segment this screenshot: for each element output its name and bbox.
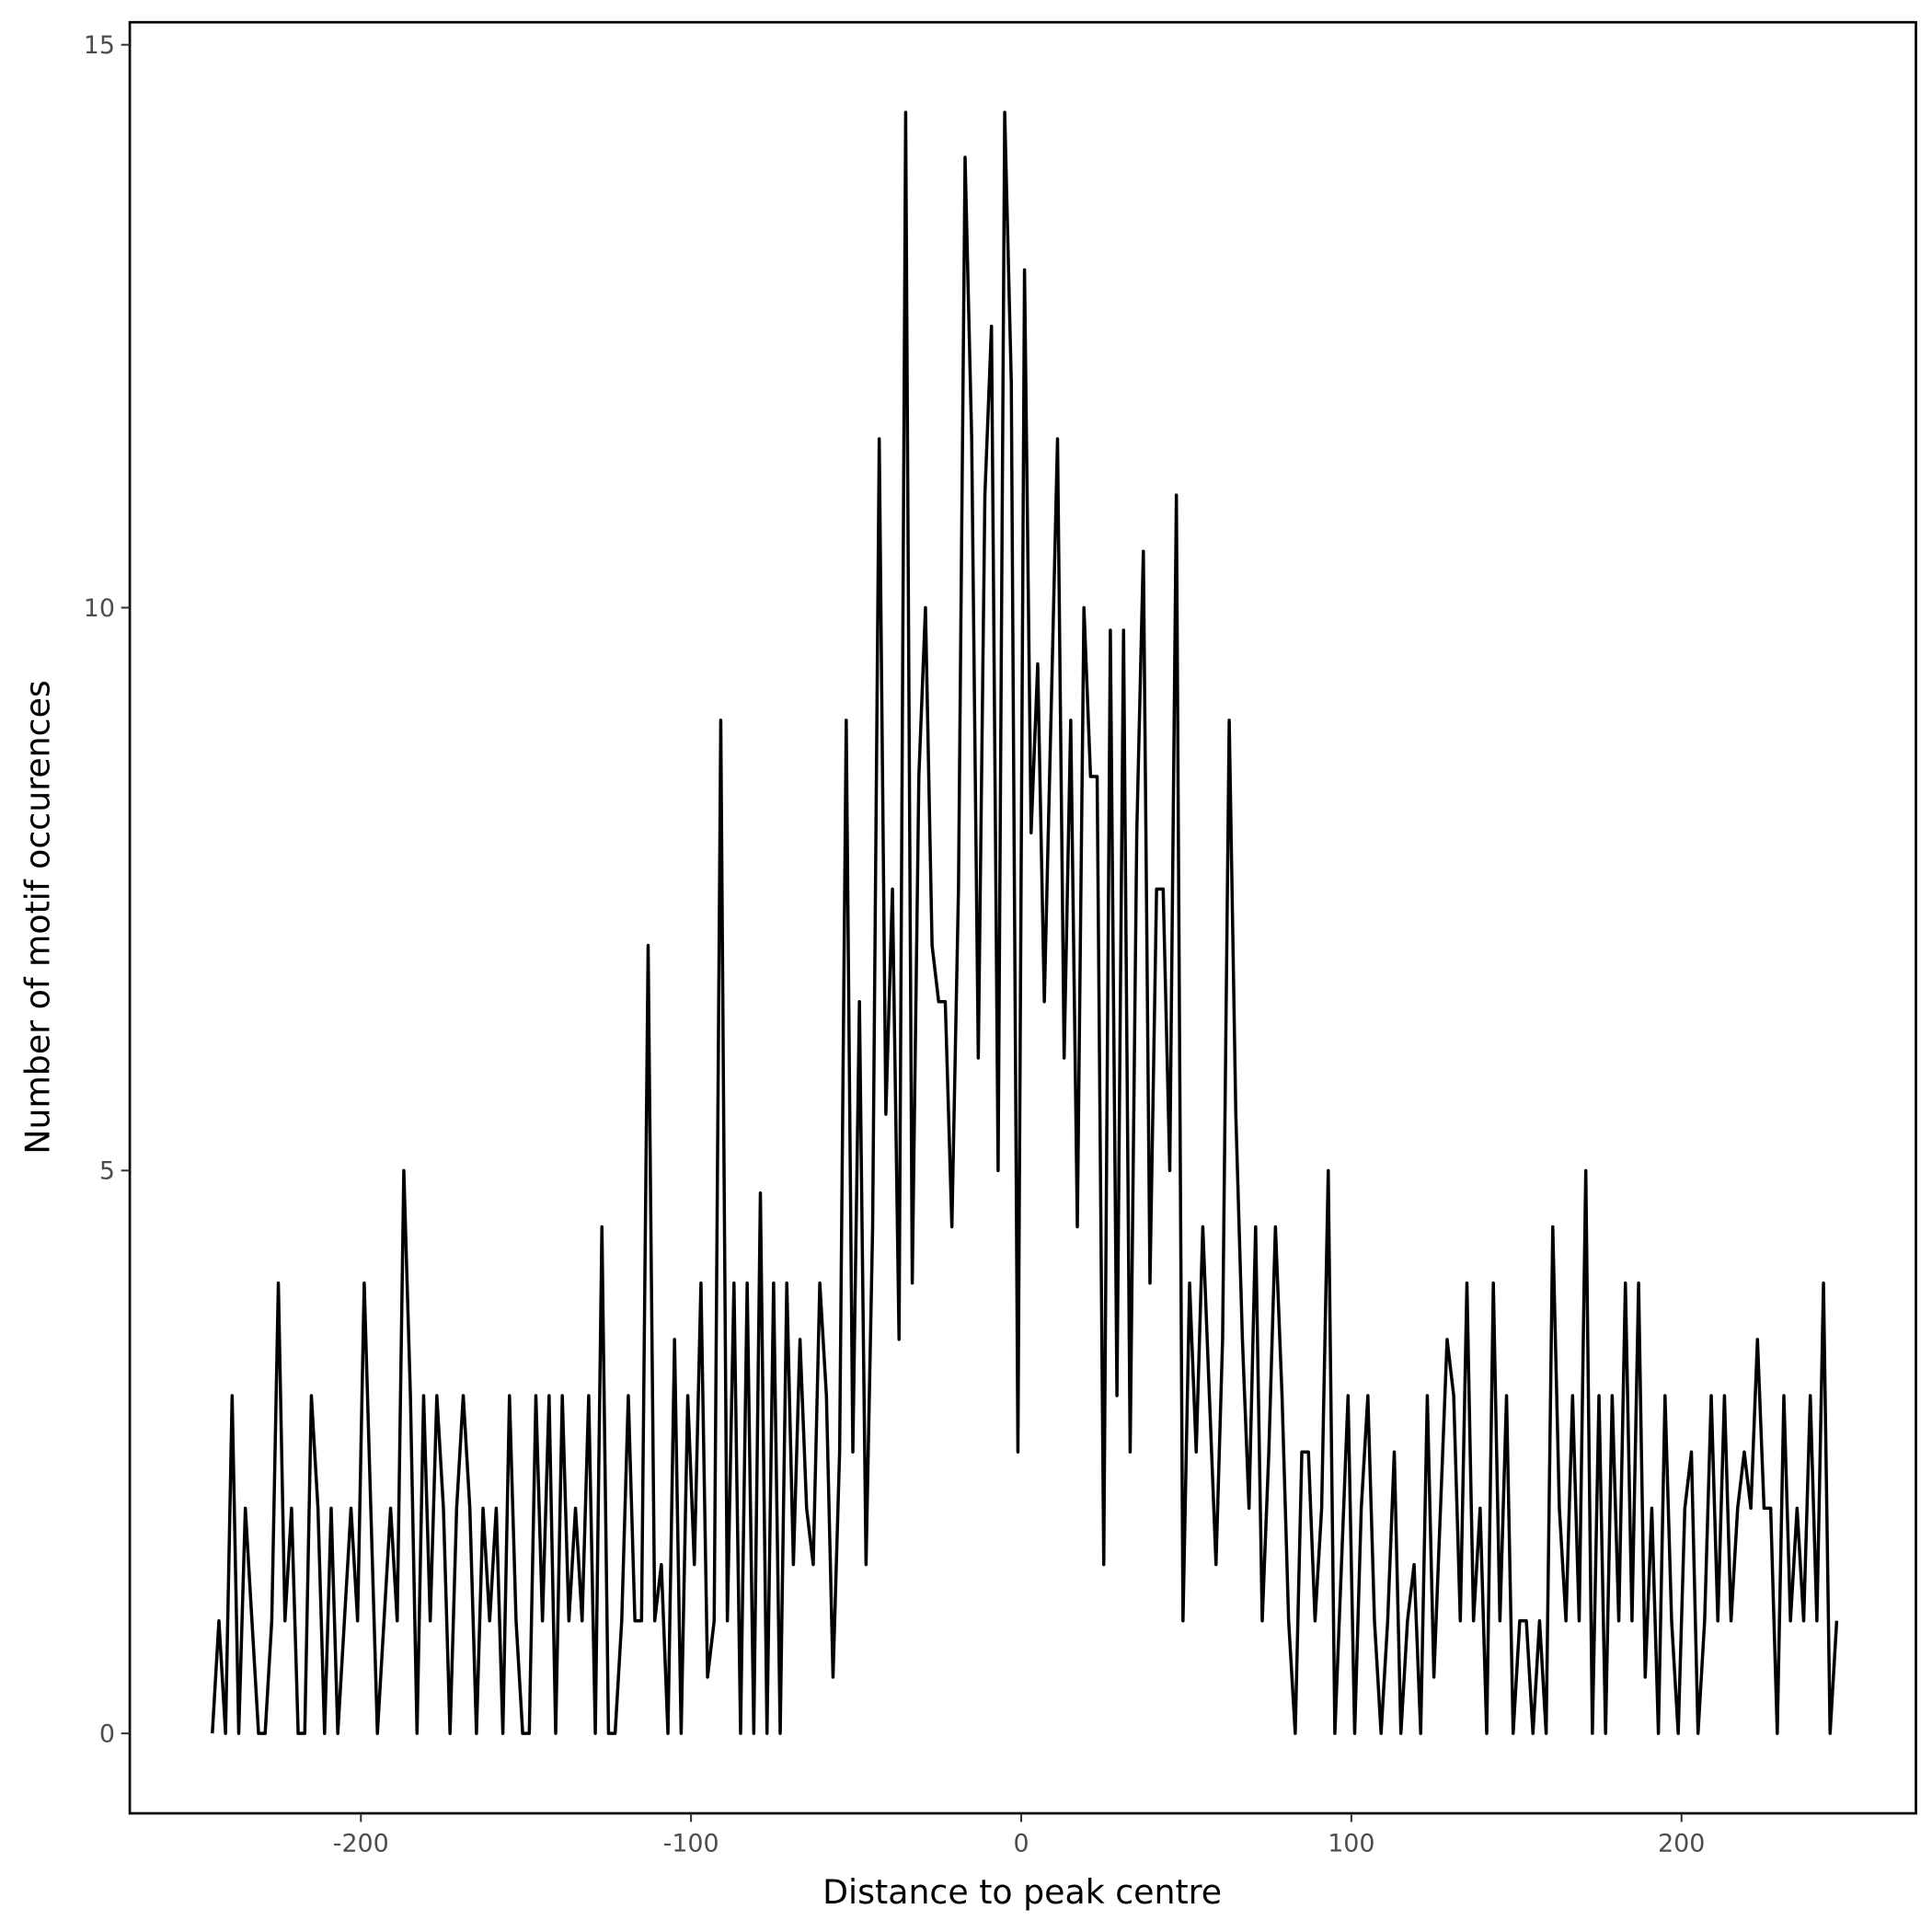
x-tick-label: 0: [1013, 1830, 1029, 1858]
x-axis-title: Distance to peak centre: [822, 1872, 1222, 1912]
x-tick-label: -200: [333, 1830, 389, 1858]
x-tick-label: 200: [1658, 1830, 1705, 1858]
y-tick-label: 5: [99, 1157, 115, 1186]
x-tick-label: -100: [663, 1830, 719, 1858]
y-tick-label: 0: [99, 1720, 115, 1749]
y-tick-label: 10: [84, 594, 115, 623]
x-tick-label: 100: [1328, 1830, 1374, 1858]
y-axis-title: Number of motif occurences: [18, 680, 58, 1154]
y-tick-label: 15: [84, 31, 115, 60]
panel-border: [128, 20, 1917, 1815]
data-line: [211, 110, 1839, 1735]
